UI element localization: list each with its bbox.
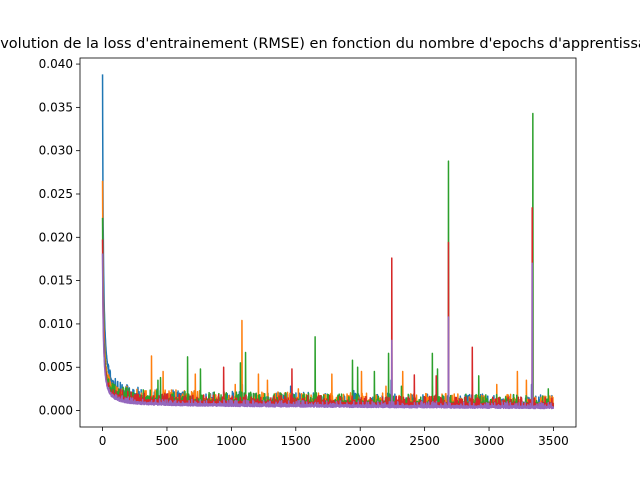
x-tick-label: 2500: [409, 434, 440, 448]
x-tick-label: 500: [156, 434, 179, 448]
x-tick-label: 3500: [538, 434, 569, 448]
y-tick-label: 0.015: [39, 274, 73, 288]
x-tick-label: 0: [99, 434, 107, 448]
series-line-5: [101, 253, 555, 410]
y-tick-label: 0.025: [39, 187, 73, 201]
y-tick-label: 0.000: [39, 404, 73, 418]
series-line-2: [101, 180, 555, 409]
x-tick-label: 2000: [345, 434, 376, 448]
x-tick-label: 1500: [281, 434, 312, 448]
series-line-3: [101, 112, 555, 409]
plot-frame: [79, 57, 577, 428]
x-tick-label: 1000: [216, 434, 247, 448]
series-layer: [101, 74, 555, 410]
y-axis: 0.000 0.005 0.010 0.015 0.020 0.025 0.030 0.035…: [39, 57, 80, 418]
x-axis: 0 500 1000 1500 2000 2500 3000 3500: [99, 427, 569, 448]
series-line-1: [101, 74, 555, 409]
series-line-4: [101, 207, 554, 409]
chart-title: Evolution de la loss d'entrainement (RMS…: [0, 36, 640, 52]
y-tick-label: 0.005: [39, 360, 73, 374]
y-tick-label: 0.035: [39, 100, 73, 114]
y-tick-label: 0.010: [39, 317, 73, 331]
y-tick-label: 0.020: [39, 230, 73, 244]
x-tick-label: 3000: [474, 434, 505, 448]
y-tick-label: 0.040: [39, 57, 73, 71]
y-tick-label: 0.030: [39, 144, 73, 158]
